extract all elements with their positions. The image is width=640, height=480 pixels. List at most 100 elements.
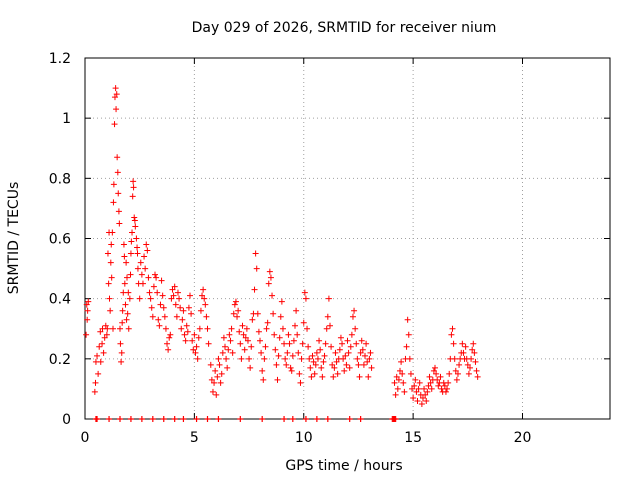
data-point: [342, 352, 349, 359]
data-point: [111, 121, 118, 128]
data-point: [174, 289, 181, 296]
data-point: [103, 331, 110, 338]
x-tick-label: 10: [295, 430, 313, 446]
data-point: [302, 295, 309, 302]
data-point: [133, 235, 140, 242]
data-point: [159, 292, 166, 299]
x-tick-label: 20: [514, 430, 532, 446]
data-point: [353, 340, 360, 347]
data-point: [216, 361, 223, 368]
data-point: [154, 289, 161, 296]
data-point: [318, 364, 325, 371]
data-point: [267, 274, 274, 281]
data-point: [293, 307, 300, 314]
data-point: [322, 340, 329, 347]
data-point: [367, 349, 374, 356]
data-point: [294, 331, 301, 338]
data-point: [141, 253, 148, 260]
data-point: [411, 382, 418, 389]
data-point: [191, 331, 198, 338]
data-point: [207, 361, 214, 368]
data-point: [230, 310, 237, 317]
data-point: [130, 178, 137, 185]
data-point: [301, 289, 308, 296]
data-point: [219, 349, 226, 356]
data-point: [321, 352, 328, 359]
data-point: [328, 343, 335, 350]
data-point: [137, 259, 144, 266]
data-point: [352, 325, 359, 332]
data-point: [244, 337, 251, 344]
data-point: [173, 313, 180, 320]
data-point: [104, 325, 111, 332]
y-tick-label: 0.2: [49, 352, 71, 368]
data-point: [166, 334, 173, 341]
data-point: [178, 325, 185, 332]
data-point-zero: [127, 416, 134, 422]
data-point: [188, 310, 195, 317]
data-point: [97, 358, 104, 365]
data-point: [252, 250, 259, 257]
data-point: [434, 376, 441, 383]
data-point: [265, 280, 272, 287]
data-point: [131, 214, 138, 221]
data-point: [227, 337, 234, 344]
data-point: [92, 379, 99, 386]
data-point: [421, 385, 428, 392]
data-point: [168, 295, 175, 302]
data-point-zero: [259, 416, 266, 422]
data-point-zero: [138, 416, 145, 422]
data-point: [190, 346, 197, 353]
data-point: [296, 370, 303, 377]
data-point: [308, 373, 315, 380]
data-point: [113, 91, 120, 98]
data-point: [410, 394, 417, 401]
data-point: [241, 346, 248, 353]
data-point: [454, 370, 461, 377]
data-point: [360, 361, 367, 368]
data-point: [125, 289, 132, 296]
data-point: [305, 343, 312, 350]
data-point: [254, 310, 261, 317]
data-point: [292, 322, 298, 329]
data-point: [164, 340, 171, 347]
data-point: [102, 322, 109, 329]
data-point: [329, 361, 336, 368]
data-point: [202, 301, 209, 308]
data-point: [119, 307, 126, 314]
data-point: [183, 322, 190, 329]
data-point: [286, 340, 293, 347]
data-point: [366, 355, 373, 362]
data-point: [121, 280, 128, 287]
data-point: [232, 298, 239, 305]
data-point: [339, 340, 346, 347]
data-point: [423, 397, 430, 404]
data-point-zero: [215, 416, 222, 422]
data-point: [217, 379, 224, 386]
data-point: [149, 313, 156, 320]
data-point: [413, 388, 420, 395]
data-point: [117, 325, 123, 332]
data-point: [176, 295, 183, 302]
data-points: [83, 85, 481, 422]
data-point: [249, 316, 256, 323]
data-point: [438, 385, 445, 392]
data-point: [343, 361, 350, 368]
data-point: [453, 376, 460, 383]
data-point: [449, 325, 456, 332]
data-point: [334, 370, 341, 377]
data-point: [255, 328, 262, 335]
data-point: [467, 364, 473, 371]
data-point: [182, 337, 189, 344]
data-point-zero: [149, 416, 156, 422]
data-point: [448, 331, 455, 338]
data-point: [123, 316, 130, 323]
data-point-zero: [324, 416, 331, 422]
data-point: [341, 367, 348, 374]
data-point: [273, 361, 280, 368]
data-point: [242, 334, 249, 341]
data-point: [105, 280, 112, 287]
data-point: [179, 316, 186, 323]
data-point: [306, 355, 313, 362]
data-point: [113, 106, 120, 113]
